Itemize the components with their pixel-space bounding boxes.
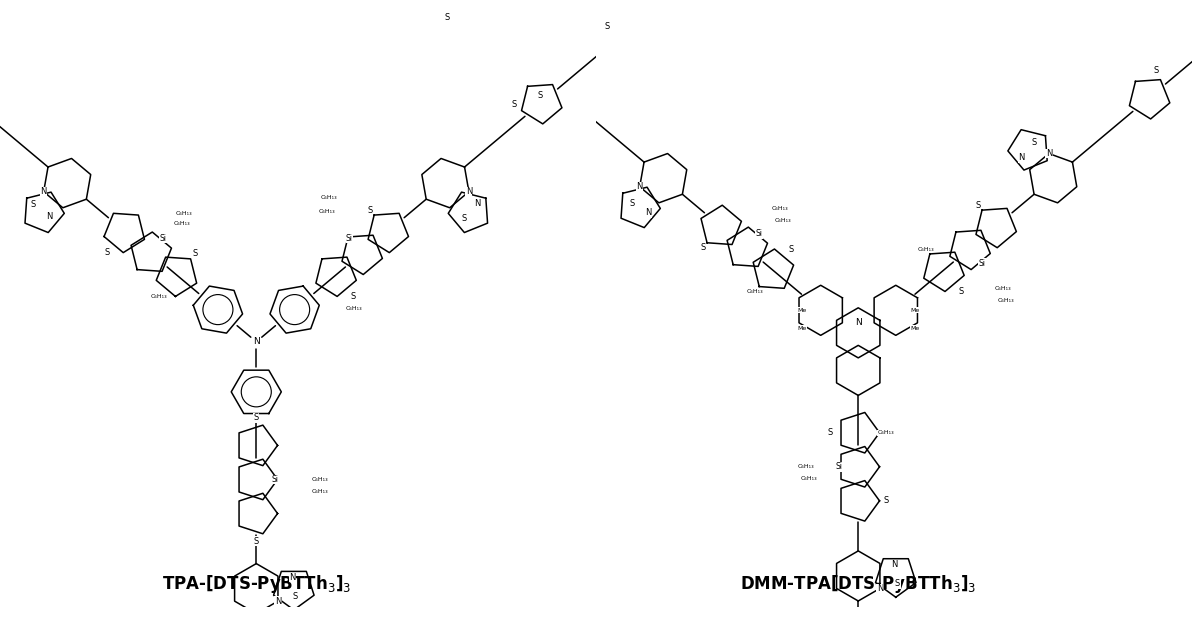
Text: N: N xyxy=(1018,153,1025,163)
Text: N: N xyxy=(855,318,862,328)
Text: DMM-TPA[DTS-PyBTTh$_3$]$_3$: DMM-TPA[DTS-PyBTTh$_3$]$_3$ xyxy=(740,573,976,595)
Text: S: S xyxy=(254,536,259,546)
Text: S: S xyxy=(192,250,198,258)
Text: N: N xyxy=(253,337,260,346)
Text: C₆H₁₃: C₆H₁₃ xyxy=(797,464,814,469)
Text: C₆H₁₃: C₆H₁₃ xyxy=(998,297,1014,303)
Text: Si: Si xyxy=(979,258,986,268)
Text: S: S xyxy=(629,198,634,208)
Text: C₆H₁₃: C₆H₁₃ xyxy=(176,211,193,216)
Text: C₆H₁₃: C₆H₁₃ xyxy=(994,286,1011,290)
Text: Me: Me xyxy=(909,308,919,313)
Text: C₆H₁₃: C₆H₁₃ xyxy=(801,476,818,481)
Text: S: S xyxy=(367,206,373,214)
Text: Si: Si xyxy=(272,475,279,484)
Text: N: N xyxy=(466,187,472,196)
Text: Me: Me xyxy=(909,326,919,331)
Text: S: S xyxy=(883,496,888,506)
Text: Me: Me xyxy=(797,308,807,313)
Text: S: S xyxy=(461,214,467,223)
Text: N: N xyxy=(288,573,296,582)
Text: C₆H₁₃: C₆H₁₃ xyxy=(877,430,894,435)
Text: C₆H₁₃: C₆H₁₃ xyxy=(321,195,337,200)
Text: S: S xyxy=(604,22,609,31)
Text: N: N xyxy=(275,596,281,606)
Text: N: N xyxy=(1045,149,1053,158)
Text: Si: Si xyxy=(160,234,167,243)
Text: S: S xyxy=(254,413,259,422)
Text: S: S xyxy=(350,292,356,301)
Text: C₆H₁₃: C₆H₁₃ xyxy=(311,477,328,482)
Text: S: S xyxy=(445,13,449,22)
Text: S: S xyxy=(293,592,298,601)
Text: N: N xyxy=(46,211,52,221)
Text: C₆H₁₃: C₆H₁₃ xyxy=(151,294,167,299)
Text: C₆H₁₃: C₆H₁₃ xyxy=(174,221,191,226)
Text: S: S xyxy=(828,428,833,437)
Text: S: S xyxy=(192,250,198,258)
Text: S: S xyxy=(511,100,516,109)
Text: S: S xyxy=(895,580,900,588)
Text: C₆H₁₃: C₆H₁₃ xyxy=(747,289,763,294)
Text: S: S xyxy=(1153,66,1159,75)
Text: C₆H₁₃: C₆H₁₃ xyxy=(775,218,791,223)
Text: C₆H₁₃: C₆H₁₃ xyxy=(918,247,935,252)
Text: S: S xyxy=(1031,138,1037,148)
Text: S: S xyxy=(958,287,964,296)
Text: S: S xyxy=(31,200,36,210)
Text: N: N xyxy=(877,584,883,593)
Text: N: N xyxy=(41,187,46,196)
Text: N: N xyxy=(473,199,480,208)
Text: C₆H₁₃: C₆H₁₃ xyxy=(311,489,328,494)
Text: S: S xyxy=(788,245,794,253)
Text: TPA-[DTS-PyBTTh$_3$]$_3$: TPA-[DTS-PyBTTh$_3$]$_3$ xyxy=(162,573,350,595)
Text: S: S xyxy=(701,243,706,252)
Text: C₆H₁₃: C₆H₁₃ xyxy=(318,209,335,214)
Text: Si: Si xyxy=(836,462,843,472)
Text: C₆H₁₃: C₆H₁₃ xyxy=(772,206,789,211)
Text: S: S xyxy=(538,91,542,100)
Text: Me: Me xyxy=(797,326,807,331)
Text: C₆H₁₃: C₆H₁₃ xyxy=(346,306,361,311)
Text: N: N xyxy=(637,182,642,191)
Text: S: S xyxy=(104,248,110,257)
Text: N: N xyxy=(646,208,652,218)
Text: N: N xyxy=(890,561,898,569)
Text: Si: Si xyxy=(346,234,353,243)
Text: Si: Si xyxy=(756,229,763,238)
Text: S: S xyxy=(975,201,981,210)
